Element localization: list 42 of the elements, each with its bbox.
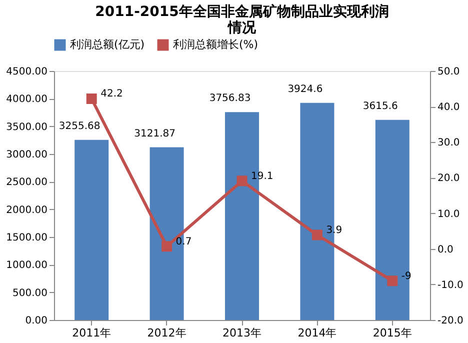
point [236,176,248,186]
y-tick-label: 3500.00 [6,122,48,133]
y-tick-label: 1000.00 [6,260,48,272]
y2-tick-label: 20.0 [438,173,460,184]
x-tick-label: 2013年 [222,326,262,340]
y-tick-label: 500.00 [12,288,48,299]
y2-tick-label: 0.0 [438,244,454,256]
y2-tick-label: -10.0 [438,280,464,291]
bar [375,120,410,320]
data-label: 3756.83 [209,93,251,104]
bar [74,140,109,320]
y2-tick-label: 40.0 [438,102,460,114]
y-tick-label: 4000.00 [6,94,48,106]
data-label: 3255.68 [58,120,100,132]
y-tick-label: 4500.00 [6,66,48,78]
y-tick-label: 3000.00 [6,150,48,160]
legend-label: 利润总额增长(%) [173,38,258,51]
x-tick-label: 2015年 [372,326,412,340]
x-tick-label: 2012年 [147,326,186,340]
y-tick-label: 0.00 [25,316,48,326]
data-label: 42.2 [100,88,123,100]
x-tick-label: 2011年 [72,326,112,340]
data-label: 0.7 [176,236,192,248]
point [86,94,97,104]
y-tick-label: 2000.00 [6,204,48,216]
y-tick-label: 1500.00 [6,232,48,244]
x-tick-label: 2014年 [298,326,337,340]
y2-tick-label: 50.0 [438,66,460,78]
point [387,276,398,286]
y2-tick-label: 30.0 [438,138,460,149]
data-label: 3924.6 [288,84,323,95]
point [162,241,172,252]
legend-label: 利润总额(亿元) [70,38,145,51]
y2-tick-label: -20.0 [438,316,464,326]
y-tick-label: 2500.00 [6,177,48,188]
data-label: 3121.87 [134,128,176,140]
point [312,230,322,240]
data-label: 3.9 [326,224,342,236]
data-label: 3615.6 [362,100,398,112]
text: 情况 [228,20,256,36]
y2-tick-label: 10.0 [438,208,460,220]
text: 2011-2015年全国非金属矿物制品业实现利润 [95,4,389,20]
